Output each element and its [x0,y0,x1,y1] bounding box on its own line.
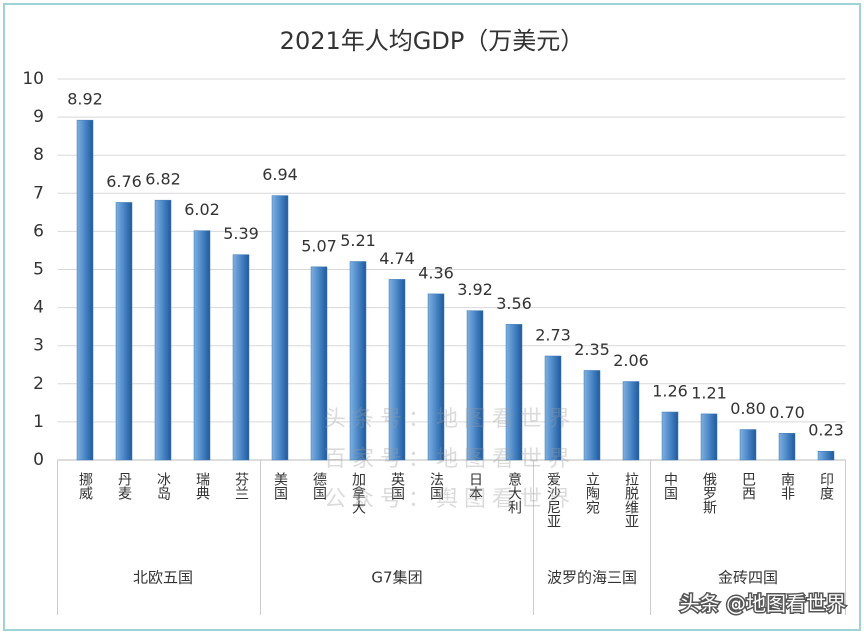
x-tick-label: 巴西 [740,472,756,500]
value-label: 2.06 [613,351,649,370]
y-tick-label: 2 [33,374,44,394]
x-tick-label: 加拿大 [350,472,366,514]
y-tick-label: 8 [33,145,44,165]
value-label: 4.36 [418,263,454,282]
y-tick-label: 1 [33,412,44,432]
value-label: 6.76 [106,172,142,191]
value-label: 6.02 [184,200,220,219]
group-label: 波罗的海三国 [547,569,637,587]
bar [466,310,484,461]
x-tick-label: 瑞典 [194,472,210,500]
value-label: 5.07 [301,236,337,255]
bar [271,195,289,461]
bar [700,413,718,461]
y-tick-label: 10 [22,69,44,89]
watermark: 公众号：舆图看世界 [324,487,576,512]
x-tick-label: 南非 [779,472,795,500]
x-tick-label: 意大利 [506,471,522,514]
bar [544,355,562,461]
x-tick-label: 中国 [662,472,678,500]
group-label: G7集团 [371,569,422,587]
bar [154,199,172,461]
watermark: 头条号：地图看世界 [324,407,576,432]
group-label: 北欧五国 [133,569,193,587]
bar [193,230,211,461]
y-tick-label: 9 [33,107,44,127]
value-label: 2.35 [574,340,610,359]
x-tick-label: 日本 [467,472,483,500]
bar [583,370,601,461]
value-label: 1.21 [691,383,727,402]
x-tick-label: 冰岛 [155,472,171,500]
watermark: 百家号：地图看世界 [324,447,576,472]
value-label: 8.92 [67,90,103,109]
x-tick-label: 拉脱维亚 [623,472,639,528]
value-label: 3.56 [496,294,532,313]
group-label: 金砖四国 [718,569,778,587]
x-tick-label: 法国 [428,472,444,500]
x-tick-label: 芬兰 [233,472,249,500]
bar [661,411,679,461]
value-label: 4.74 [379,249,415,268]
y-tick-label: 6 [33,221,44,241]
bar [76,119,94,461]
value-label: 6.94 [262,165,298,184]
bar [388,279,406,461]
chart-title: 2021年人均GDP（万美元） [280,27,585,55]
value-label: 5.39 [223,224,259,243]
value-label: 2.73 [535,325,571,344]
x-tick-label: 立陶宛 [584,472,600,515]
value-label: 0.23 [808,421,844,440]
bar [115,202,133,461]
bar [817,450,835,461]
bar [622,381,640,461]
value-label: 0.70 [769,403,805,422]
y-tick-label: 0 [33,450,44,470]
x-tick-label: 印度 [818,472,834,500]
x-tick-label: 美国 [272,472,288,500]
bar [778,433,796,461]
bar [232,254,250,461]
bar [349,261,367,461]
x-tick-label: 俄罗斯 [701,472,717,515]
bar [505,324,523,461]
x-tick-label: 挪威 [77,472,93,501]
x-tick-label: 爱沙尼亚 [545,472,561,528]
x-tick-label: 丹麦 [116,472,132,500]
footer: 头条 @地图看世界 [680,592,846,616]
value-label: 5.21 [340,231,376,250]
y-tick-label: 5 [33,260,44,280]
y-tick-label: 3 [33,336,44,356]
value-label: 6.82 [145,170,181,189]
x-tick-label: 德国 [311,472,327,500]
value-label: 0.80 [730,399,766,418]
bar [739,429,757,461]
x-tick-label: 英国 [389,471,405,500]
value-label: 3.92 [457,280,493,299]
bar [310,266,328,461]
y-tick-label: 7 [33,183,44,203]
value-label: 1.26 [652,381,688,400]
y-tick-label: 4 [33,298,44,318]
bar [427,293,445,461]
